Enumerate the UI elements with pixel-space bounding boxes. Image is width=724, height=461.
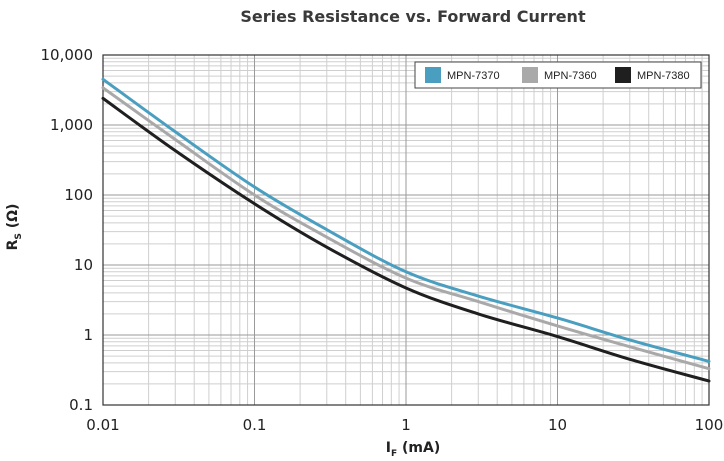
grid (102, 54, 710, 406)
y-tick-label: 1,000 (50, 116, 93, 134)
legend-label-mpn-7360: MPN-7360 (544, 70, 597, 82)
y-axis-label: RS (Ω) (5, 204, 24, 251)
series-line-mpn-7360 (101, 86, 711, 371)
y-axis-label-main: R (5, 239, 21, 250)
series-lines (101, 77, 711, 383)
y-tick-label: 0.1 (69, 396, 93, 414)
series-line-mpn-7370 (101, 77, 711, 363)
x-tick-label: 0.1 (243, 416, 267, 434)
legend-swatch-mpn-7370 (425, 67, 441, 83)
x-tick-labels: 0.01 0.1 1 10 100 (86, 416, 723, 434)
legend-label-mpn-7380: MPN-7380 (637, 70, 690, 82)
y-tick-label: 100 (64, 186, 93, 204)
x-tick-label: 10 (548, 416, 567, 434)
y-tick-label: 10,000 (41, 46, 94, 64)
legend-label-mpn-7370: MPN-7370 (447, 70, 500, 82)
legend-swatch-mpn-7380 (615, 67, 631, 83)
y-tick-label: 1 (83, 326, 93, 344)
x-tick-label: 1 (401, 416, 411, 434)
plot-area-border (102, 54, 710, 406)
legend-swatch-mpn-7360 (522, 67, 538, 83)
x-axis-label-main: I (386, 440, 391, 456)
y-tick-label: 10 (74, 256, 93, 274)
y-tick-labels: 0.1 1 10 100 1,000 10,000 (41, 46, 94, 414)
legend: MPN-7370 MPN-7360 MPN-7380 (414, 61, 702, 89)
x-tick-label: 100 (695, 416, 724, 434)
x-axis-label-subscript: F (391, 449, 397, 459)
chart-title: Series Resistance vs. Forward Current (240, 7, 586, 26)
x-axis-label-unit: (mA) (397, 440, 440, 456)
series-line-mpn-7380 (101, 96, 711, 383)
y-axis-label-unit: (Ω) (5, 204, 21, 234)
x-axis-label: IF (mA) (386, 440, 440, 459)
plot-frame (102, 54, 710, 406)
y-axis-label-subscript: S (14, 233, 24, 239)
legend-box (414, 61, 702, 89)
x-tick-label: 0.01 (86, 416, 119, 434)
